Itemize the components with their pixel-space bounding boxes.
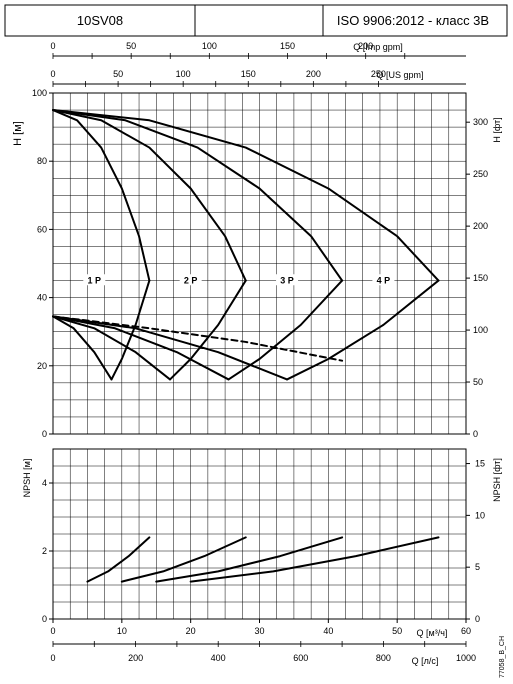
curve-label: 1 P [88,275,102,285]
y-tick-label: 60 [37,224,47,234]
power-curve [169,279,247,381]
h-q-curves [52,109,440,381]
m3h-tick-label: 30 [254,626,264,636]
ls-tick-label: 400 [211,653,226,663]
h-q-axes: 0 20 40 60 80 100 H [м] 0 50 100 150 200 250 300 H [фт… [12,41,502,439]
npsh-curve [155,536,344,583]
h-q-labels: 1 P 2 P 3 P 4 P [83,274,395,286]
y-tick-label: 100 [32,88,47,98]
y2-tick-label: 100 [473,325,488,335]
m3h-tick-label: 50 [392,626,402,636]
imp-tick-label: 150 [280,41,295,51]
y2-tick-label: 150 [473,273,488,283]
imp-tick-label: 200 [358,41,373,51]
us-tick-label: 250 [371,69,386,79]
npsh-y-tick-label: 0 [42,614,47,624]
power-curve [227,279,344,381]
npsh-grid [52,448,467,620]
curve-1P [52,109,151,282]
ls-tick-label: 0 [50,653,55,663]
m3h-tick-label: 60 [461,626,471,636]
y2-tick-label: 200 [473,221,488,231]
m3h-tick-label: 20 [186,626,196,636]
curve-label-bg [83,274,106,286]
us-tick-label: 50 [113,69,123,79]
npsh-y-axis-label: NPSH [м] [22,459,32,498]
us-tick-label: 200 [306,69,321,79]
ls-tick-label: 1000 [456,653,476,663]
curve-label: 4 P [377,275,391,285]
h-q-grid [52,92,467,435]
npsh-y2-tick-label: 15 [475,459,485,469]
m3h-tick-label: 0 [50,626,55,636]
imp-axis-label: Q [Imp gpm] [353,42,403,52]
y2-tick-label: 300 [473,117,488,127]
y-tick-label: 80 [37,156,47,166]
efficiency-curve [52,315,344,362]
m3h-tick-label: 40 [323,626,333,636]
plot-frame [52,92,467,435]
npsh-curves [86,536,440,583]
npsh-y-tick-label: 4 [42,478,47,488]
m3h-tick-label: 10 [117,626,127,636]
y-tick-label: 20 [37,361,47,371]
npsh-y2-tick-label: 0 [475,614,480,624]
power-curve [52,315,172,381]
y-tick-label: 0 [42,429,47,439]
curve-3P [52,109,344,282]
standard-title: ISO 9906:2012 - класс 3В [337,13,489,28]
y2-tick-label: 0 [473,429,478,439]
curve-label-bg [372,274,395,286]
ls-tick-label: 800 [376,653,391,663]
ls-tick-label: 200 [128,653,143,663]
curve-label: 2 P [184,275,198,285]
y2-tick-label: 50 [473,377,483,387]
imp-tick-label: 100 [202,41,217,51]
npsh-chart: 0 2 4 NPSH [м] 0 5 10 15 NPSH [фт] 0 10 20 30 40 50 60 Q… [22,448,502,666]
npsh-curve [86,536,151,583]
npsh-curve [120,536,247,583]
power-curve [110,279,151,381]
npsh-y-tick-label: 2 [42,546,47,556]
npsh-y2-axis-label: NPSH [фт] [492,458,502,502]
npsh-axes: 0 2 4 NPSH [м] 0 5 10 15 NPSH [фт] 0 10 20 30 40 50 60 Q… [22,458,502,666]
curve-4P [52,109,440,282]
curve-label-bg [276,274,299,286]
power-curve [52,315,289,381]
y-axis-label: H [м] [12,121,24,146]
imp-tick-label: 50 [126,41,136,51]
model-title: 10SV08 [77,13,123,28]
us-tick-label: 100 [176,69,191,79]
npsh-y2-tick-label: 10 [475,510,485,520]
y-tick-label: 40 [37,293,47,303]
imp-tick-label: 0 [50,41,55,51]
curve-label-bg [179,274,202,286]
us-tick-label: 0 [50,69,55,79]
npsh-y2-tick-label: 5 [475,562,480,572]
npsh-curve [189,536,440,583]
h-q-chart: 0 20 40 60 80 100 H [м] 0 50 100 150 200 250 300 H [фт… [12,41,502,439]
y2-axis-label: H [фт] [492,117,502,142]
ls-axis-label: Q [л/с] [412,656,439,666]
us-axis-label: Q [US gpm] [376,70,423,80]
y2-tick-label: 250 [473,169,488,179]
footer-code: 77058_B_CH [499,636,506,678]
power-curve [286,279,440,381]
us-tick-label: 150 [241,69,256,79]
m3h-axis-label: Q [м³/ч] [417,628,448,638]
power-curve [52,315,230,381]
curve-2P [52,109,247,282]
power-curve [52,315,113,381]
header-box: 10SV08 ISO 9906:2012 - класс 3В [4,4,508,37]
curve-label: 3 P [280,275,294,285]
ls-tick-label: 600 [293,653,308,663]
